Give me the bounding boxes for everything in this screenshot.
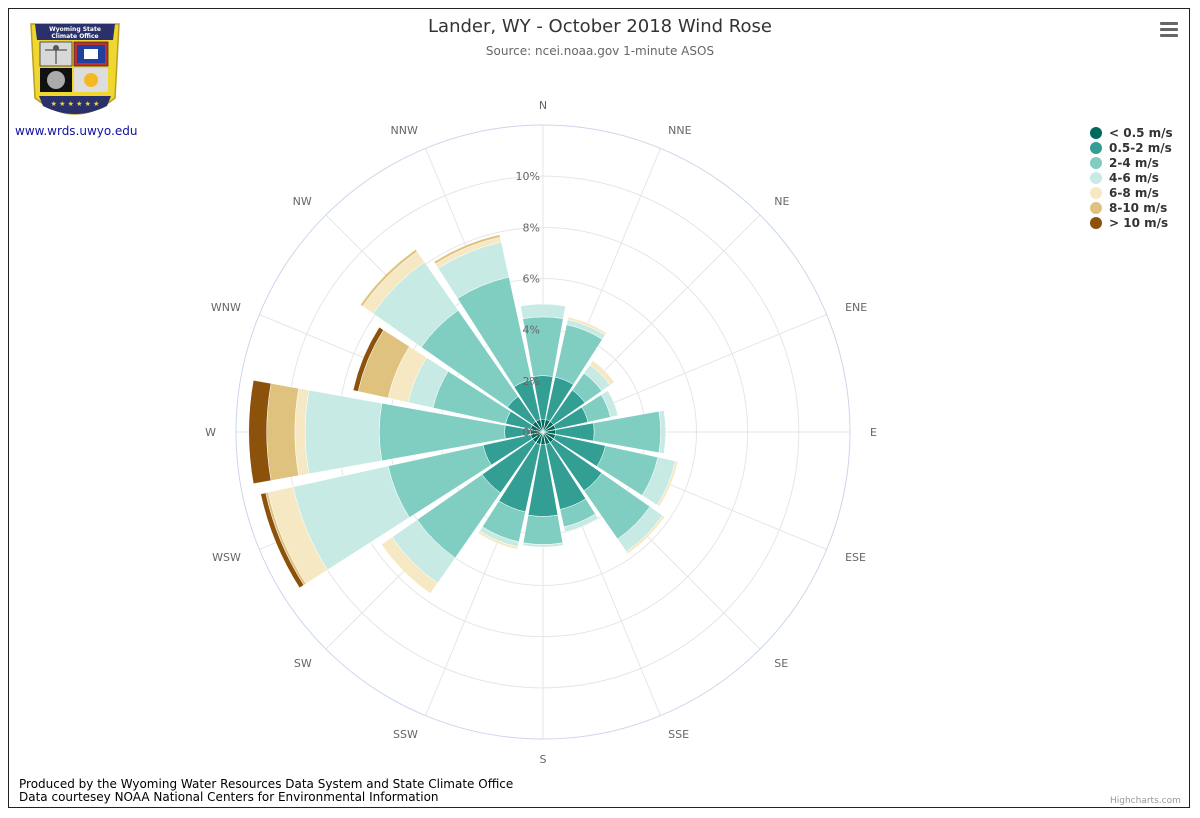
direction-label: SE: [774, 657, 788, 670]
legend-item[interactable]: 8-10 m/s: [1090, 200, 1173, 215]
y-tick-label: 2%: [523, 375, 540, 388]
y-tick-label: 4%: [523, 324, 540, 337]
wyoming-climate-office-logo: Wyoming State Climate Office ★ ★ ★ ★ ★ ★: [30, 23, 120, 115]
wind-bar-segment[interactable]: [360, 249, 418, 307]
wind-bar-segment[interactable]: [600, 390, 619, 418]
wind-bar-segment[interactable]: [656, 460, 679, 507]
logo-org-line1: Wyoming State: [49, 26, 101, 33]
chart-title: Lander, WY - October 2018 Wind Rose: [428, 16, 772, 37]
legend-swatch: [1090, 171, 1102, 184]
legend-swatch: [1090, 141, 1102, 154]
y-tick-label: 8%: [523, 221, 540, 234]
direction-label: SSE: [668, 728, 689, 741]
direction-label: NNW: [391, 124, 418, 137]
axis-circle: [235, 124, 851, 740]
wind-bar-segment[interactable]: [522, 542, 564, 548]
wind-bar-segment[interactable]: [477, 530, 519, 550]
direction-label: NW: [293, 195, 312, 208]
footer: Produced by the Wyoming Water Resources …: [19, 778, 513, 804]
legend-item[interactable]: < 0.5 m/s: [1090, 125, 1173, 140]
legend-swatch: [1090, 186, 1102, 199]
legend-label: 6-8 m/s: [1109, 185, 1159, 200]
wind-bar-segment[interactable]: [520, 303, 566, 319]
wind-bar-segment[interactable]: [433, 234, 501, 265]
direction-label: S: [540, 753, 547, 766]
legend-item[interactable]: > 10 m/s: [1090, 215, 1173, 230]
wind-bar-segment[interactable]: [304, 389, 383, 475]
footer-line1: Produced by the Wyoming Water Resources …: [19, 777, 514, 791]
wind-bar-segment[interactable]: [260, 492, 305, 589]
legend-swatch: [1090, 201, 1102, 214]
direction-label: WNW: [211, 301, 241, 314]
legend-label: 0.5-2 m/s: [1109, 140, 1172, 155]
hamburger-menu-icon[interactable]: [1160, 22, 1178, 38]
wind-bar-segment[interactable]: [626, 515, 666, 555]
legend: < 0.5 m/s 0.5-2 m/s 2-4 m/s 4-6 m/s 6-8 m/s 8…: [1090, 125, 1173, 230]
wind-bar-segment[interactable]: [589, 360, 615, 386]
wind-bar-segment[interactable]: [658, 410, 666, 454]
direction-label: NE: [774, 195, 789, 208]
wind-bar-segment[interactable]: [266, 383, 299, 481]
wind-bar-segment[interactable]: [352, 326, 384, 392]
wind-bar-segment[interactable]: [248, 379, 272, 485]
legend-item[interactable]: 0.5-2 m/s: [1090, 140, 1173, 155]
direction-label: ESE: [845, 551, 866, 564]
legend-label: < 0.5 m/s: [1109, 125, 1173, 140]
y-tick-label: 6%: [523, 273, 540, 286]
wind-bar-segment[interactable]: [381, 536, 439, 594]
chart-frame: [8, 8, 1190, 808]
legend-swatch: [1090, 216, 1102, 229]
y-tick-label: 0%: [523, 426, 540, 439]
legend-swatch: [1090, 156, 1102, 169]
footer-line2: Data courtesey NOAA National Centers for…: [19, 790, 439, 804]
direction-label: E: [870, 426, 877, 439]
svg-text:★ ★ ★ ★ ★ ★: ★ ★ ★ ★ ★ ★: [51, 100, 100, 108]
wind-bar-segment[interactable]: [563, 513, 599, 533]
legend-label: 4-6 m/s: [1109, 170, 1159, 185]
wrds-website-link[interactable]: www.wrds.uwyo.edu: [15, 124, 138, 138]
legend-item[interactable]: 4-6 m/s: [1090, 170, 1173, 185]
direction-label: SSW: [393, 728, 418, 741]
logo-org-line2: Climate Office: [51, 33, 98, 40]
direction-label: WSW: [212, 551, 241, 564]
chart-subtitle: Source: ncei.noaa.gov 1-minute ASOS: [485, 44, 715, 58]
wind-bar-segment[interactable]: [567, 316, 607, 336]
legend-item[interactable]: 2-4 m/s: [1090, 155, 1173, 170]
legend-label: > 10 m/s: [1109, 215, 1169, 230]
direction-label: ENE: [845, 301, 867, 314]
direction-label: SW: [294, 657, 312, 670]
y-tick-label: 10%: [516, 170, 540, 183]
legend-label: 8-10 m/s: [1109, 200, 1168, 215]
legend-item[interactable]: 6-8 m/s: [1090, 185, 1173, 200]
legend-label: 2-4 m/s: [1109, 155, 1159, 170]
legend-swatch: [1090, 126, 1102, 139]
wind-bar-segment[interactable]: [522, 514, 564, 545]
direction-label: N: [539, 99, 547, 112]
direction-label: NNE: [668, 124, 691, 137]
direction-label: W: [205, 426, 216, 439]
highcharts-credits-link[interactable]: Highcharts.com: [1110, 796, 1181, 806]
